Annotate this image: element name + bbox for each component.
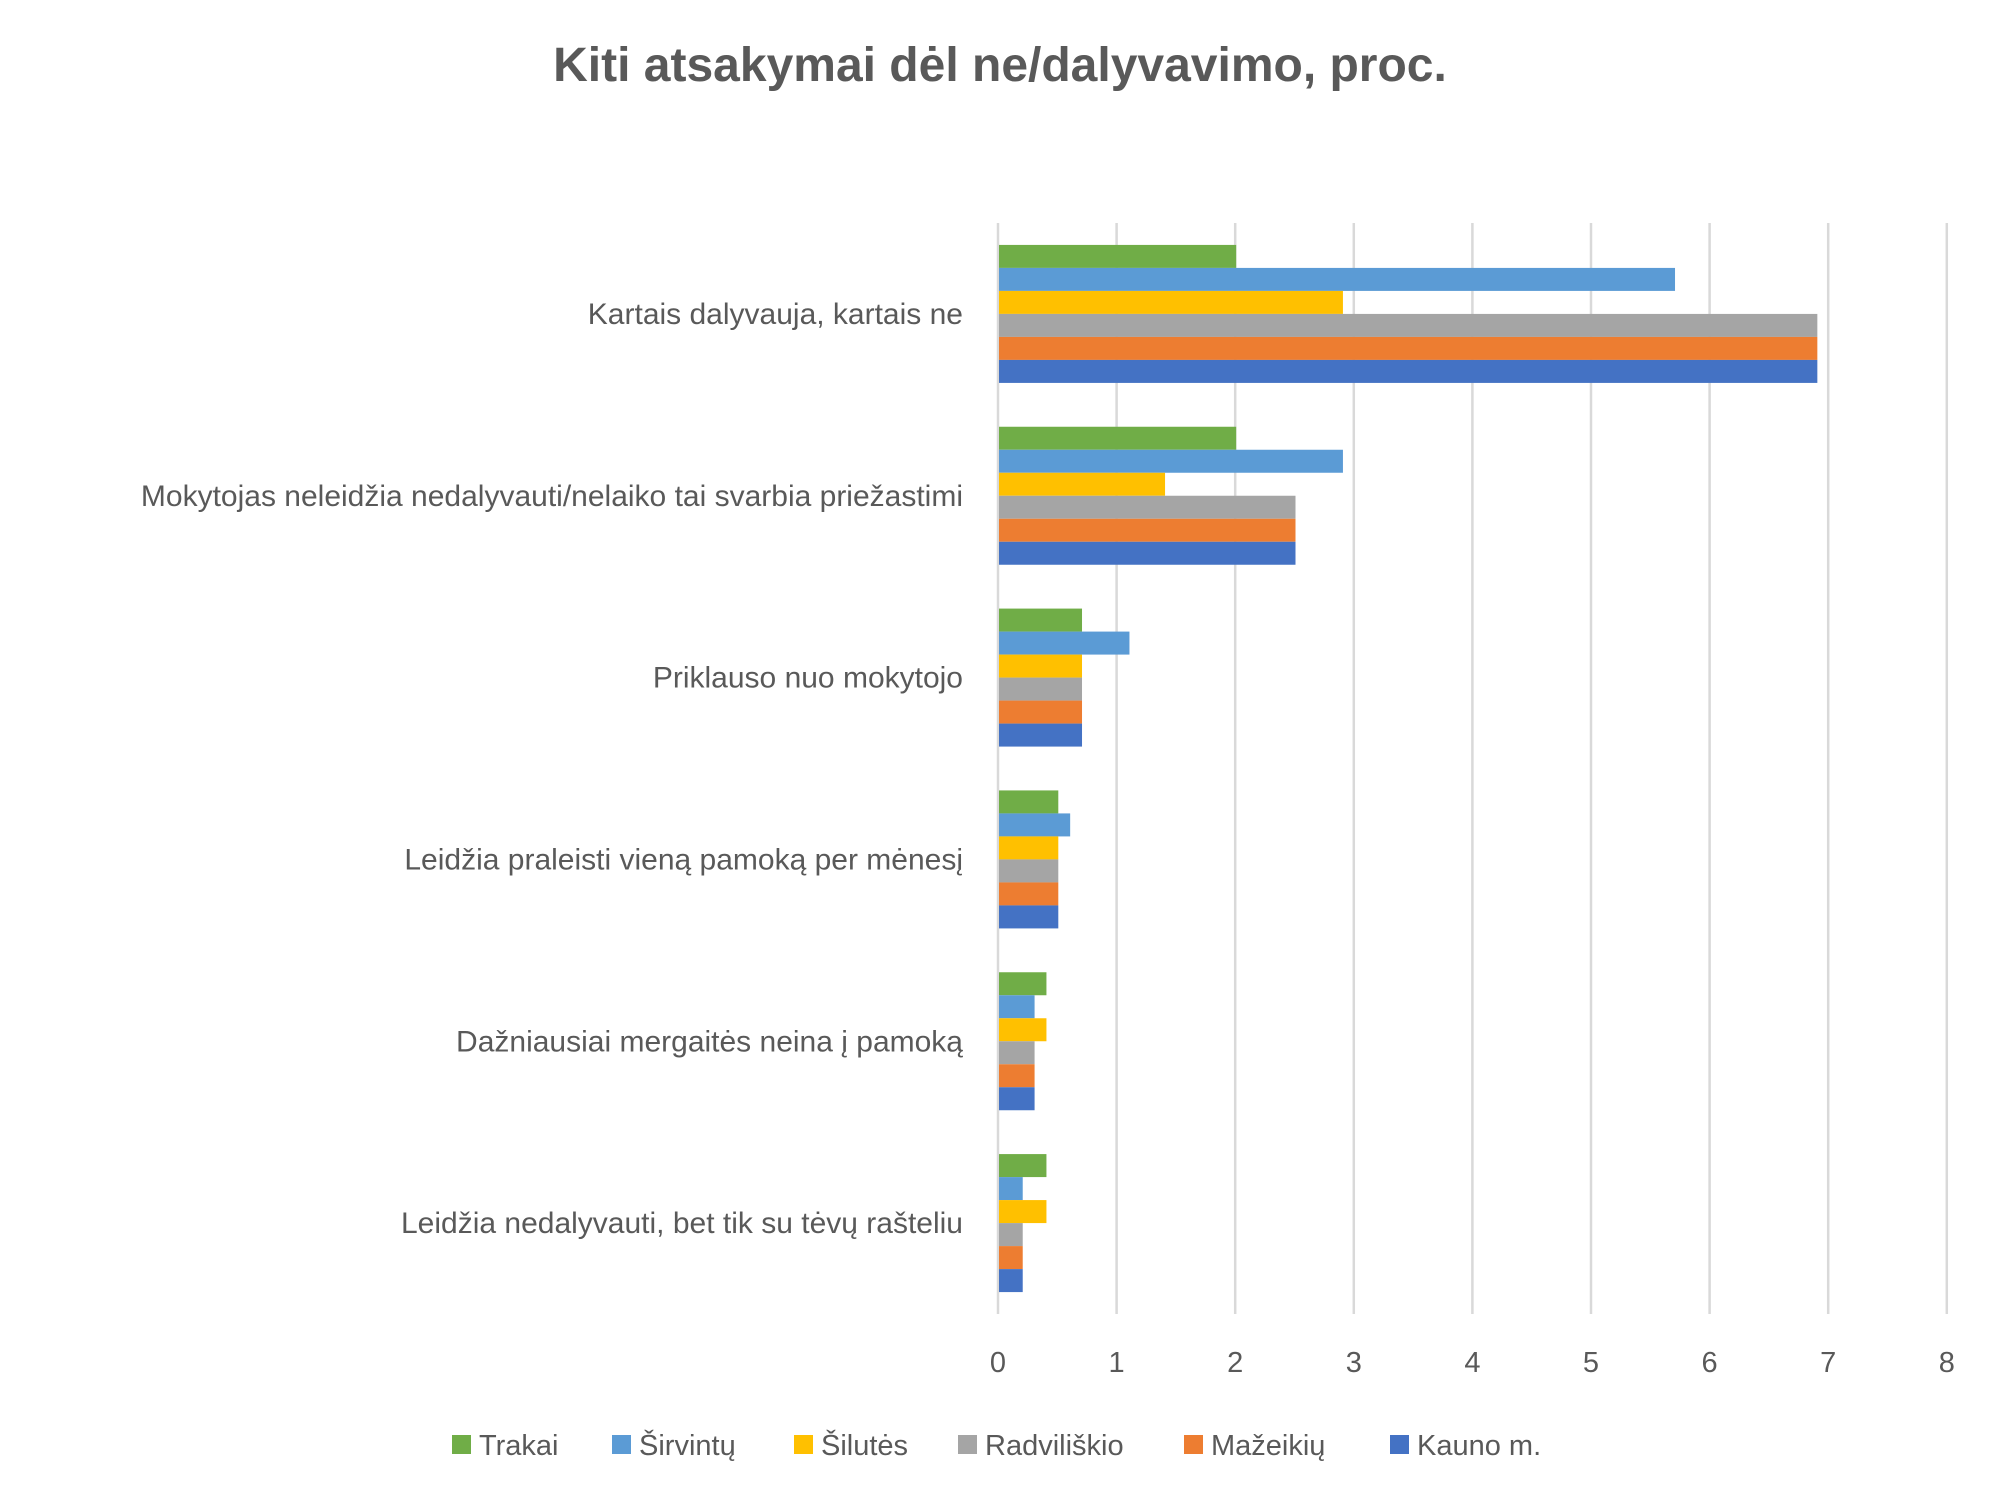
x-tick-label: 2 bbox=[1227, 1347, 1243, 1379]
legend-label: Širvintų bbox=[639, 1428, 736, 1462]
x-tick-label: 8 bbox=[1939, 1347, 1955, 1379]
legend-label: Radviliškio bbox=[985, 1430, 1124, 1462]
bar-maeiki-0 bbox=[999, 336, 1818, 360]
legend-label: Mažeikių bbox=[1211, 1430, 1325, 1462]
bar-irvint-0 bbox=[999, 267, 1676, 291]
bar-radvilikio-3 bbox=[999, 859, 1059, 883]
bar-iluts-0 bbox=[999, 290, 1343, 314]
bar-kaunom-2 bbox=[999, 723, 1083, 747]
bar-radvilikio-2 bbox=[999, 677, 1083, 701]
category-label: Leidžia praleisti vieną pamoką per mėnes… bbox=[404, 843, 963, 876]
x-tick-label: 0 bbox=[990, 1347, 1006, 1379]
bar-iluts-3 bbox=[999, 836, 1059, 860]
bar-trakai-1 bbox=[999, 426, 1237, 450]
bar-maeiki-2 bbox=[999, 700, 1083, 724]
bar-radvilikio-1 bbox=[999, 495, 1296, 519]
chart-title: Kiti atsakymai dėl ne/dalyvavimo, proc. bbox=[553, 39, 1447, 92]
x-tick-label: 5 bbox=[1583, 1347, 1599, 1379]
bar-trakai-3 bbox=[999, 790, 1059, 814]
legend-swatch bbox=[452, 1435, 471, 1454]
legend-swatch bbox=[794, 1435, 813, 1454]
bar-irvint-2 bbox=[999, 631, 1130, 655]
x-tick-label: 6 bbox=[1702, 1347, 1718, 1379]
legend-label: Šilutės bbox=[821, 1428, 908, 1462]
x-tick-label: 1 bbox=[1109, 1347, 1125, 1379]
bar-maeiki-1 bbox=[999, 518, 1296, 542]
category-label: Mokytojas neleidžia nedalyvauti/nelaiko … bbox=[141, 480, 963, 513]
bar-kaunom-1 bbox=[999, 541, 1296, 565]
bar-iluts-1 bbox=[999, 472, 1166, 496]
bar-irvint-5 bbox=[999, 1177, 1023, 1201]
legend-label: Kauno m. bbox=[1417, 1430, 1541, 1462]
bar-radvilikio-0 bbox=[999, 313, 1818, 337]
category-label: Leidžia nedalyvauti, bet tik su tėvų raš… bbox=[401, 1207, 963, 1240]
bar-iluts-2 bbox=[999, 654, 1083, 678]
bar-trakai-4 bbox=[999, 972, 1047, 996]
legend-swatch bbox=[1390, 1435, 1409, 1454]
bar-irvint-4 bbox=[999, 995, 1035, 1019]
bar-maeiki-5 bbox=[999, 1246, 1023, 1270]
category-label: Dažniausiai mergaitės neina į pamoką bbox=[456, 1025, 963, 1058]
legend-label: Trakai bbox=[479, 1430, 559, 1462]
bar-trakai-5 bbox=[999, 1154, 1047, 1178]
bar-irvint-1 bbox=[999, 449, 1343, 473]
legend-swatch bbox=[958, 1435, 977, 1454]
bar-radvilikio-5 bbox=[999, 1223, 1023, 1247]
bar-radvilikio-4 bbox=[999, 1041, 1035, 1065]
bar-trakai-2 bbox=[999, 608, 1083, 632]
legend-swatch bbox=[1184, 1435, 1203, 1454]
bar-iluts-5 bbox=[999, 1200, 1047, 1224]
bar-maeiki-3 bbox=[999, 882, 1059, 906]
x-tick-label: 3 bbox=[1346, 1347, 1362, 1379]
x-tick-label: 4 bbox=[1464, 1347, 1480, 1379]
bar-iluts-4 bbox=[999, 1018, 1047, 1042]
category-label: Priklauso nuo mokytojo bbox=[653, 662, 963, 695]
bar-maeiki-4 bbox=[999, 1064, 1035, 1088]
bar-kaunom-5 bbox=[999, 1269, 1023, 1293]
x-tick-label: 7 bbox=[1820, 1347, 1836, 1379]
bar-kaunom-0 bbox=[999, 359, 1818, 383]
bar-trakai-0 bbox=[999, 244, 1237, 268]
bar-kaunom-4 bbox=[999, 1087, 1035, 1111]
legend-swatch bbox=[612, 1435, 631, 1454]
bar-irvint-3 bbox=[999, 813, 1071, 837]
bar-kaunom-3 bbox=[999, 905, 1059, 929]
category-label: Kartais dalyvauja, kartais ne bbox=[588, 298, 963, 331]
